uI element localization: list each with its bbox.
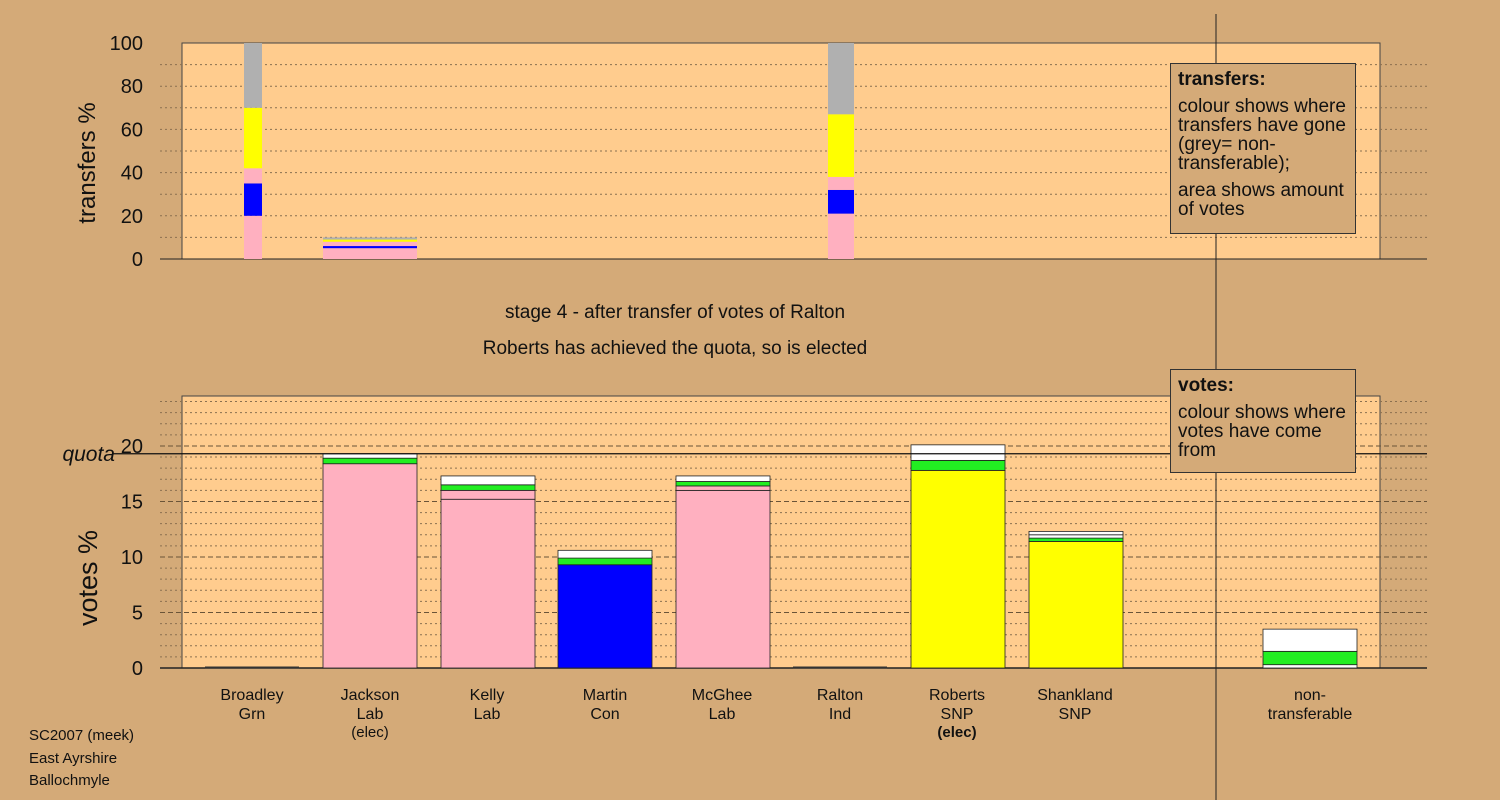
candidate-name: Roberts — [928, 687, 986, 704]
candidate-label-broadley: Broadley Grn — [192, 686, 312, 724]
candidate-label-ralton: Ralton Ind — [780, 686, 900, 724]
transfer-bar-segment — [828, 176, 854, 190]
vote-bar-segment — [440, 475, 536, 486]
meta-ward: Ballochmyle — [29, 772, 110, 789]
votes-legend: votes: colour shows where votes have com… — [1170, 369, 1356, 473]
votes-legend-text: colour shows where votes have come from — [1178, 402, 1346, 461]
votes-y-axis-label: votes % — [73, 530, 103, 626]
transfer-bar-segment — [323, 241, 417, 247]
transfers-y-tick-label: 100 — [110, 33, 143, 55]
quota-label: quota — [62, 443, 115, 466]
transfer-bar-segment — [244, 168, 262, 184]
candidate-name: Jackson — [340, 687, 400, 704]
vote-bar-segment — [1262, 664, 1358, 669]
vote-bar-segment — [1028, 531, 1124, 536]
vote-bar-segment — [1262, 628, 1358, 652]
vote-bar-segment — [910, 444, 1006, 461]
candidate-name: Ralton — [816, 687, 864, 704]
transfers-legend: transfers: colour shows where transfers … — [1170, 63, 1356, 234]
candidate-party: Grn — [238, 706, 266, 723]
vote-bar-segment — [1028, 541, 1124, 669]
transfer-bar-segment — [323, 239, 417, 242]
vote-bar-segment — [557, 557, 653, 566]
transfer-bar-segment — [323, 237, 417, 240]
candidate-party: Ind — [828, 706, 852, 723]
candidate-label-kelly: Kelly Lab — [427, 686, 547, 724]
candidate-party: Lab — [473, 706, 501, 723]
votes-y-tick-label: 20 — [121, 436, 143, 458]
vote-bar-segment — [675, 485, 771, 491]
transfers-y-tick-label: 60 — [121, 119, 143, 141]
candidate-party: SNP — [940, 706, 974, 723]
candidate-name: Shankland — [1037, 687, 1113, 704]
transfer-bar-segment — [244, 215, 262, 259]
transfer-bar-segment — [244, 43, 262, 108]
candidate-party: Lab — [356, 706, 384, 723]
transfers-y-tick-label: 40 — [121, 163, 143, 185]
transfer-bar-segment — [828, 189, 854, 214]
transfer-bar-segment — [828, 114, 854, 177]
transfers-legend-text-1: colour shows where transfers have gone (… — [1178, 96, 1346, 174]
candidate-label-shankland: Shankland SNP — [1015, 686, 1135, 724]
meta-election: SC2007 (meek) — [29, 727, 135, 744]
vote-bar-segment — [322, 463, 418, 669]
vote-bar-segment — [1262, 650, 1358, 666]
votes-y-tick-label: 5 — [132, 602, 143, 624]
meta-council: East Ayrshire — [29, 750, 118, 767]
vote-bar-segment — [910, 459, 1006, 471]
candidate-party: transferable — [1267, 706, 1353, 723]
candidate-status: (elec) — [351, 724, 389, 741]
vote-bar-segment — [440, 484, 536, 491]
candidate-name: non- — [1293, 687, 1327, 704]
transfer-bar-segment — [323, 246, 417, 249]
transfer-bar-segment — [244, 183, 262, 216]
transfers-y-tick-label: 20 — [121, 206, 143, 228]
candidate-party: SNP — [1058, 706, 1092, 723]
vote-bar-segment — [440, 498, 536, 669]
transfer-bar-segment — [323, 248, 417, 259]
vote-bar-segment — [675, 481, 771, 487]
transfer-bar-segment — [244, 107, 262, 169]
candidate-party: Con — [590, 706, 620, 723]
vote-bar-segment — [1028, 534, 1124, 539]
candidate-status: (elec) — [937, 724, 977, 741]
result-caption: Roberts has achieved the quota, so is el… — [482, 338, 868, 359]
transfers-legend-text-2: area shows amount of votes — [1178, 180, 1344, 220]
candidate-label-jackson: Jackson Lab (elec) — [310, 686, 430, 741]
candidate-label-martin: Martin Con — [545, 686, 665, 724]
votes-y-tick-label: 10 — [121, 547, 143, 569]
transfers-legend-heading: transfers: — [1178, 69, 1266, 90]
transfers-y-tick-label: 0 — [132, 249, 143, 271]
vote-bar-segment — [322, 457, 418, 465]
vote-bar-segment — [675, 489, 771, 669]
candidate-label-roberts: Roberts SNP (elec) — [897, 686, 1017, 741]
transfer-bar-segment — [828, 43, 854, 115]
vote-bar-segment — [1028, 537, 1124, 542]
vote-bar-segment — [557, 564, 653, 669]
candidate-party: Lab — [708, 706, 736, 723]
vote-bar-segment — [910, 469, 1006, 669]
candidate-name: Broadley — [220, 687, 284, 704]
stage-caption: stage 4 - after transfer of votes of Ral… — [504, 302, 846, 323]
transfer-bar-segment — [828, 213, 854, 259]
votes-y-tick-label: 0 — [132, 658, 143, 680]
votes-legend-heading: votes: — [1178, 375, 1234, 396]
candidate-name: McGhee — [691, 687, 753, 704]
vote-bar-segment — [440, 489, 536, 500]
vote-bar-segment — [557, 549, 653, 559]
candidate-name: Martin — [582, 687, 628, 704]
candidate-label-mcghee: McGhee Lab — [662, 686, 782, 724]
transfers-y-tick-label: 80 — [121, 76, 143, 98]
candidate-label-non-transferable: non- transferable — [1250, 686, 1370, 724]
transfers-y-axis-label: transfers % — [74, 102, 101, 223]
vote-bar-segment — [322, 453, 418, 459]
votes-y-tick-label: 15 — [121, 491, 143, 513]
candidate-name: Kelly — [469, 687, 505, 704]
vote-bar-segment — [675, 475, 771, 482]
